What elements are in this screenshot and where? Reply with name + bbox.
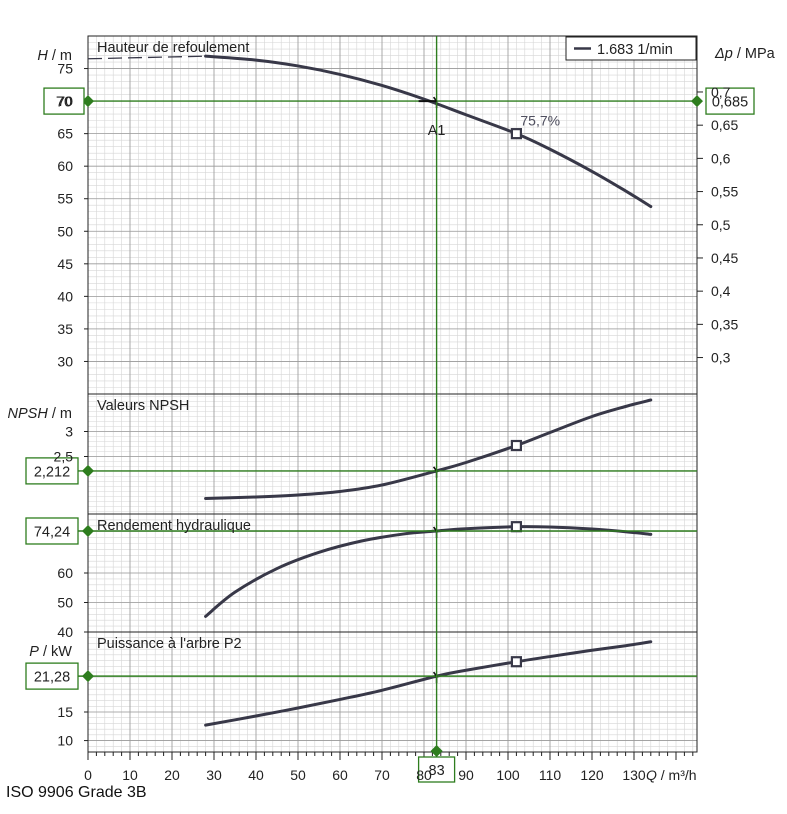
x-tick-label: 0 <box>84 767 92 783</box>
right-axis-tick-label: 0,35 <box>711 316 738 332</box>
right-axis-tick-label: 0,65 <box>711 117 738 133</box>
head-y-axis-label: H / m <box>37 48 72 64</box>
head-y-tick-label: 50 <box>57 223 73 239</box>
x-tick-label: 130 <box>622 767 646 783</box>
x-axis-label: Q / m³/h <box>646 767 697 783</box>
npsh-y-tick-label: 2,5 <box>54 449 74 465</box>
x-tick-label: 120 <box>580 767 604 783</box>
head-y-tick-label: 60 <box>57 158 73 174</box>
x-tick-label: 10 <box>122 767 138 783</box>
x-tick-label: 70 <box>374 767 390 783</box>
power-y-tick-label: 15 <box>57 704 73 720</box>
standard-footnote: ISO 9906 Grade 3B <box>6 784 147 802</box>
right-axis-tick-label: 0,3 <box>711 350 731 366</box>
right-axis-tick-label: 0,7 <box>711 84 731 100</box>
x-tick-label: 90 <box>458 767 474 783</box>
npsh-curve <box>206 400 651 499</box>
legend-label: 1.683 1/min <box>597 42 673 58</box>
x-tick-label: 100 <box>496 767 520 783</box>
efficiency-panel-title: Rendement hydraulique <box>97 518 251 534</box>
x-tick-label: 30 <box>206 767 222 783</box>
head-bep-marker <box>512 129 521 138</box>
npsh-y-axis-label: NPSH / m <box>8 406 72 422</box>
right-axis-tick-label: 0,5 <box>711 217 731 233</box>
right-axis-label: Δp / MPa <box>714 46 776 62</box>
head-y-tick-label: 35 <box>57 321 73 337</box>
x-tick-label: 80 <box>416 767 432 783</box>
bep-efficiency-label: 75,7% <box>520 113 560 129</box>
efficiency-value-label: 74,24 <box>34 524 70 540</box>
power-panel-title: Puissance à l'arbre P2 <box>97 636 242 652</box>
head-y-tick-label: 45 <box>57 256 73 272</box>
npsh-bep-marker <box>512 441 521 450</box>
x-tick-label: 60 <box>332 767 348 783</box>
x-tick-label: 20 <box>164 767 180 783</box>
head-y-tick-label: 70 <box>57 93 73 109</box>
x-tick-label: 40 <box>248 767 264 783</box>
efficiency-y-tick-label: 50 <box>57 595 73 611</box>
efficiency-y-tick-label: 40 <box>57 624 73 640</box>
curve-layer <box>88 56 651 725</box>
npsh-value-label: 2,212 <box>34 464 70 480</box>
npsh-panel-title: Valeurs NPSH <box>97 398 189 414</box>
head-y-tick-label: 65 <box>57 126 73 142</box>
right-axis-tick-label: 0,6 <box>711 150 731 166</box>
x-tick-label: 50 <box>290 767 306 783</box>
right-axis-tick-label: 0,55 <box>711 184 738 200</box>
right-axis-tick-label: 0,45 <box>711 250 738 266</box>
power-y-axis-label: P / kW <box>29 644 72 660</box>
right-axis-tick-label: 0,4 <box>711 283 731 299</box>
head-y-tick-label: 55 <box>57 191 73 207</box>
label-layer: Hauteur de refoulement303540455055606570… <box>8 37 776 783</box>
head-y-tick-label: 30 <box>57 353 73 369</box>
npsh-y-tick-label: 3 <box>65 424 73 440</box>
efficiency-left-diamond <box>82 525 94 537</box>
efficiency-bep-marker <box>512 522 521 531</box>
x-tick-label: 110 <box>539 767 562 783</box>
power-value-label: 21,28 <box>34 670 70 686</box>
head-panel-title: Hauteur de refoulement <box>97 40 249 56</box>
head-y-tick-label: 40 <box>57 288 73 304</box>
efficiency-y-tick-label: 60 <box>57 565 73 581</box>
power-bep-marker <box>512 657 521 666</box>
power-y-tick-label: 10 <box>57 733 73 749</box>
duty-point-label: A1 <box>428 123 446 139</box>
